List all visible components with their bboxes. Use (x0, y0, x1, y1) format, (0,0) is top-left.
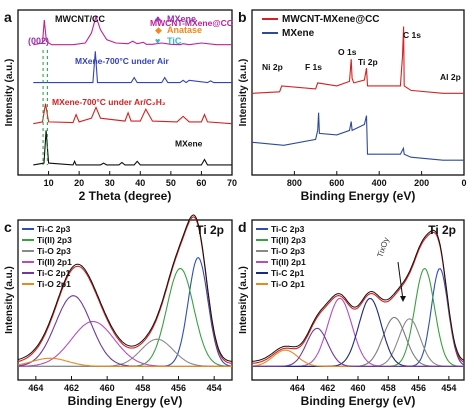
annotation-arrow (397, 261, 404, 301)
x-tick-label: 458 (135, 383, 150, 393)
x-tick-label: 40 (135, 178, 145, 188)
legend-label: Ti(II) 2p1 (37, 257, 72, 267)
x-tick-label: 460 (350, 383, 365, 393)
x-tick-label: 458 (381, 383, 396, 393)
legend-label: Ti-C 2p3 (271, 224, 305, 234)
series-line-1 (33, 51, 232, 84)
y-axis-label: Intensity (a.u.) (238, 59, 249, 127)
series-label: MWCNT-MXene@CC (150, 18, 233, 28)
fit-peak-7 (252, 327, 464, 367)
x-tick-label: 800 (287, 178, 302, 188)
series-line-0 (33, 14, 232, 46)
panel-title: Ti 2p (428, 223, 456, 237)
plot-frame (17, 219, 233, 381)
x-tick-label: 454 (441, 383, 456, 393)
annotation-arrowhead (400, 296, 406, 302)
fit-peak-3 (252, 316, 464, 367)
peak-label: O 1s (338, 47, 357, 57)
panel-a: 10 20 30 40 50 60 70 2 Theta (degree) Intensity … (4, 9, 237, 203)
panel-d: 464 462 460 458 456 454 Binding Energy (eV) Int… (238, 219, 465, 408)
legend-label: Ti(II) 2p3 (37, 235, 72, 245)
legend-label: Ti(II) 2p3 (271, 235, 306, 245)
plot-frame (17, 9, 233, 176)
legend-label: Anatase (167, 25, 202, 35)
series-label: MXene-700°C under Air (75, 56, 169, 66)
x-tick-label: 60 (196, 178, 206, 188)
legend-label: Ti-C 2p3 (37, 224, 71, 234)
annotation-label: (002) (28, 36, 49, 46)
panel-title: Ti 2p (196, 223, 224, 237)
fit-peak-5 (17, 357, 232, 367)
panel-b: 800 600 400 200 0 Binding Energy (eV) Intensit… (238, 9, 467, 203)
x-tick-label: 462 (320, 383, 335, 393)
x-tick-label: 456 (171, 383, 186, 393)
x-tick-label: 460 (100, 383, 115, 393)
legend-label: Ti(II) 2p1 (271, 257, 306, 267)
legend-symbol: ◆ (155, 25, 162, 35)
x-tick-label: 464 (290, 383, 305, 393)
envelope-line (17, 216, 233, 364)
x-tick-label: 0 (461, 178, 466, 188)
annotation-label: TixOy (375, 236, 391, 258)
raw-data-line (251, 229, 465, 362)
fit-peak-5 (252, 297, 464, 367)
peak-label: Ni 2p (262, 62, 283, 72)
x-axis-label: Binding Energy (eV) (301, 394, 416, 408)
peak-label: Ti 2p (358, 57, 378, 67)
peak-label: F 1s (305, 62, 322, 72)
y-axis-label: Intensity (a.u.) (238, 266, 249, 334)
x-tick-label: 70 (227, 178, 237, 188)
legend-symbol: ♣ (155, 14, 161, 24)
x-axis-label: 2 Theta (degree) (79, 189, 172, 203)
panel-label: c (4, 219, 12, 235)
x-axis-label: Binding Energy (eV) (301, 189, 416, 203)
y-axis-label: Intensity (a.u.) (4, 266, 15, 334)
x-tick-label: 600 (329, 178, 344, 188)
series-line-3 (33, 130, 232, 166)
raw-data-line (17, 214, 233, 362)
fit-peak-2 (18, 338, 232, 367)
legend-label: Ti-O 2p3 (37, 246, 71, 256)
x-tick-label: 200 (414, 178, 429, 188)
legend-symbol: ♥ (155, 36, 160, 46)
plot-frame (251, 9, 465, 176)
series-line-0 (251, 26, 464, 94)
panel-label: d (238, 219, 247, 235)
legend-label: Ti-C 2p1 (37, 268, 71, 278)
peak-label: Al 2p (440, 72, 461, 82)
series-line-1 (251, 112, 464, 161)
legend-label: MXene (167, 14, 196, 24)
x-tick-label: 10 (44, 178, 54, 188)
panel-label: b (238, 9, 247, 25)
legend-label: MXene (282, 28, 315, 39)
legend-label: TiC (167, 36, 182, 46)
x-tick-label: 454 (207, 383, 222, 393)
legend-label: Ti-O 2p3 (271, 246, 305, 256)
fit-peak-4 (252, 297, 464, 367)
x-tick-label: 20 (74, 178, 84, 188)
series-label: MXene-700°C under Ar/C₂H₂ (52, 97, 166, 107)
x-tick-label: 50 (166, 178, 176, 188)
envelope-line (251, 231, 465, 364)
x-tick-label: 456 (411, 383, 426, 393)
annotation-label: MWCNT/CC (55, 14, 105, 24)
legend-label: Ti-O 2p1 (37, 279, 71, 289)
y-axis-label: Intensity (a.u.) (4, 59, 15, 127)
peak-label: C 1s (403, 30, 421, 40)
x-tick-label: 30 (105, 178, 115, 188)
x-tick-label: 462 (64, 383, 79, 393)
panel-c: 464 462 460 458 456 454 Binding Energy (eV) Int… (4, 214, 233, 408)
fit-peak-6 (251, 349, 464, 367)
panel-label: a (4, 9, 12, 25)
series-line-2 (33, 103, 233, 125)
x-axis-label: Binding Energy (eV) (68, 394, 183, 408)
x-tick-label: 400 (372, 178, 387, 188)
legend-label: MWCNT-MXene@CC (282, 14, 380, 25)
legend-label: Ti-O 2p1 (271, 279, 305, 289)
x-tick-label: 464 (28, 383, 43, 393)
legend-label: Ti-C 2p1 (271, 268, 305, 278)
series-label: MXene (175, 138, 203, 148)
